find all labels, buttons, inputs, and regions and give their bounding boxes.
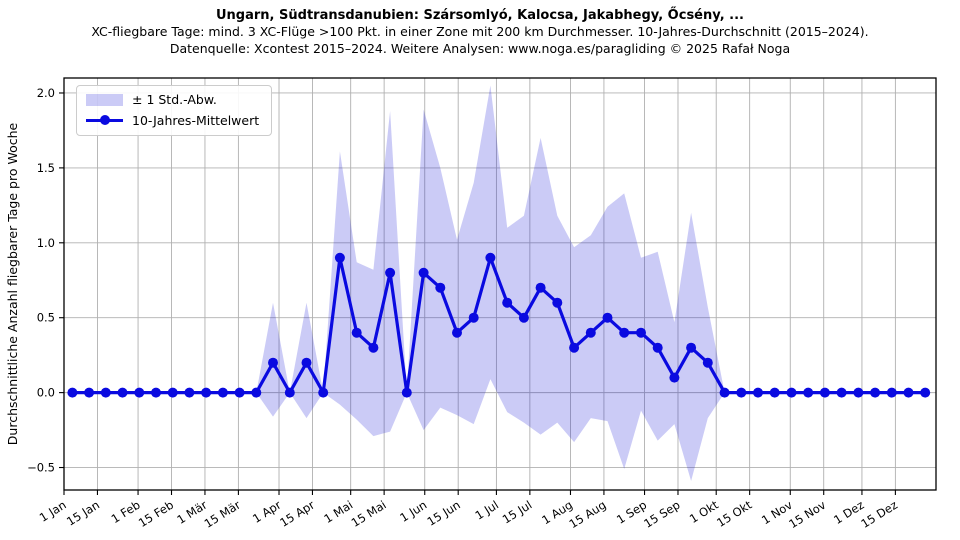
data-point-marker [385, 267, 396, 278]
data-point-marker [67, 387, 78, 398]
x-tick-label: 15 Aug [567, 498, 609, 531]
data-point-marker [184, 387, 195, 398]
data-point-marker [167, 387, 178, 398]
data-point-marker [753, 387, 763, 398]
data-point-marker [268, 357, 278, 368]
data-point-marker [552, 297, 563, 308]
data-point-marker [100, 387, 111, 398]
legend: ± 1 Std.-Abw. 10-Jahres-Mittelwert [76, 85, 273, 136]
data-point-marker [853, 387, 864, 398]
data-point-marker [351, 327, 362, 338]
y-tick-label: 0.0 [37, 386, 55, 400]
x-tick-label: 15 Sep [641, 498, 682, 531]
data-point-marker [903, 387, 914, 398]
data-point-marker [736, 387, 747, 398]
y-tick-label: 1.5 [37, 161, 55, 175]
data-point-marker [401, 387, 412, 398]
legend-band-swatch [86, 93, 123, 106]
x-tick-label: 1 Jan [37, 498, 69, 525]
data-point-marker [669, 372, 680, 383]
data-point-marker [803, 387, 814, 398]
x-tick-label: 15 Nov [786, 498, 828, 532]
legend-item-band: ± 1 Std.-Abw. [86, 92, 259, 107]
data-point-marker [435, 282, 446, 293]
data-point-marker [535, 282, 546, 293]
data-point-marker [920, 387, 931, 398]
data-point-marker [602, 312, 613, 323]
data-point-marker [636, 327, 646, 338]
data-point-marker [284, 387, 295, 398]
data-point-marker [134, 387, 145, 398]
chart-subtitle-2: Datenquelle: Xcontest 2015–2024. Weitere… [169, 40, 791, 56]
x-tick-label: 1 Jun [397, 498, 429, 525]
x-tick-label: 15 Dez [858, 498, 900, 531]
data-point-marker [117, 387, 128, 398]
data-point-marker [334, 252, 345, 263]
data-point-marker [217, 387, 228, 398]
data-point-marker [585, 327, 596, 338]
data-point-marker [886, 387, 897, 398]
y-tick-label: −0.5 [27, 461, 55, 475]
data-point-marker [502, 297, 513, 308]
x-tick-label: 15 Apr [277, 498, 317, 530]
x-tick-label: 15 Feb [136, 498, 176, 530]
data-point-marker [251, 387, 262, 398]
data-point-marker [719, 387, 730, 398]
data-point-marker [518, 312, 529, 323]
y-axis-label: Durchschnittliche Anzahl fliegbarer Tage… [5, 122, 20, 445]
data-point-marker [836, 387, 847, 398]
data-point-marker [84, 387, 95, 398]
legend-mean-label: 10-Jahres-Mittelwert [132, 113, 260, 128]
data-point-marker [201, 387, 212, 398]
data-point-marker [786, 387, 797, 398]
data-point-marker [234, 387, 245, 398]
data-point-marker [418, 267, 429, 278]
x-tick-label: 15 Jan [64, 498, 102, 529]
data-point-marker [151, 387, 161, 398]
chart-header: Ungarn, Südtransdanubien: Szársomlyó, Ka… [0, 7, 960, 57]
data-point-marker [485, 252, 496, 263]
data-point-marker [819, 387, 830, 398]
chart-title: Ungarn, Südtransdanubien: Szársomlyó, Ka… [216, 8, 744, 23]
x-tick-label: 15 Jul [500, 498, 535, 527]
x-tick-label: 1 Jul [473, 498, 502, 523]
x-tick-label: 15 Mär [202, 498, 244, 531]
data-point-marker [652, 342, 663, 353]
legend-item-mean: 10-Jahres-Mittelwert [86, 113, 259, 128]
y-tick-label: 2.0 [37, 86, 55, 100]
data-point-marker [569, 342, 580, 353]
legend-band-label: ± 1 Std.-Abw. [132, 92, 217, 107]
data-point-marker [368, 342, 379, 353]
data-point-marker [318, 387, 329, 398]
data-point-marker [619, 327, 630, 338]
data-point-marker [769, 387, 780, 398]
legend-line-swatch [86, 115, 123, 126]
x-tick-label: 15 Okt [714, 497, 754, 530]
x-tick-label: 15 Jun [425, 498, 463, 529]
data-point-marker [301, 357, 312, 368]
data-point-marker [468, 312, 479, 323]
plot-border [63, 77, 937, 491]
legend-marker-dot [99, 115, 110, 126]
y-tick-label: 1.0 [37, 236, 55, 250]
x-tick-label: 15 Mai [349, 498, 389, 530]
data-point-marker [452, 327, 462, 338]
data-point-marker [702, 357, 713, 368]
data-point-marker [870, 387, 881, 398]
chart-subtitle-1: XC-fliegbare Tage: mind. 3 XC-Flüge >100… [91, 24, 869, 39]
y-tick-label: 0.5 [37, 311, 55, 325]
mean-line [72, 256, 926, 395]
data-point-marker [686, 342, 697, 353]
